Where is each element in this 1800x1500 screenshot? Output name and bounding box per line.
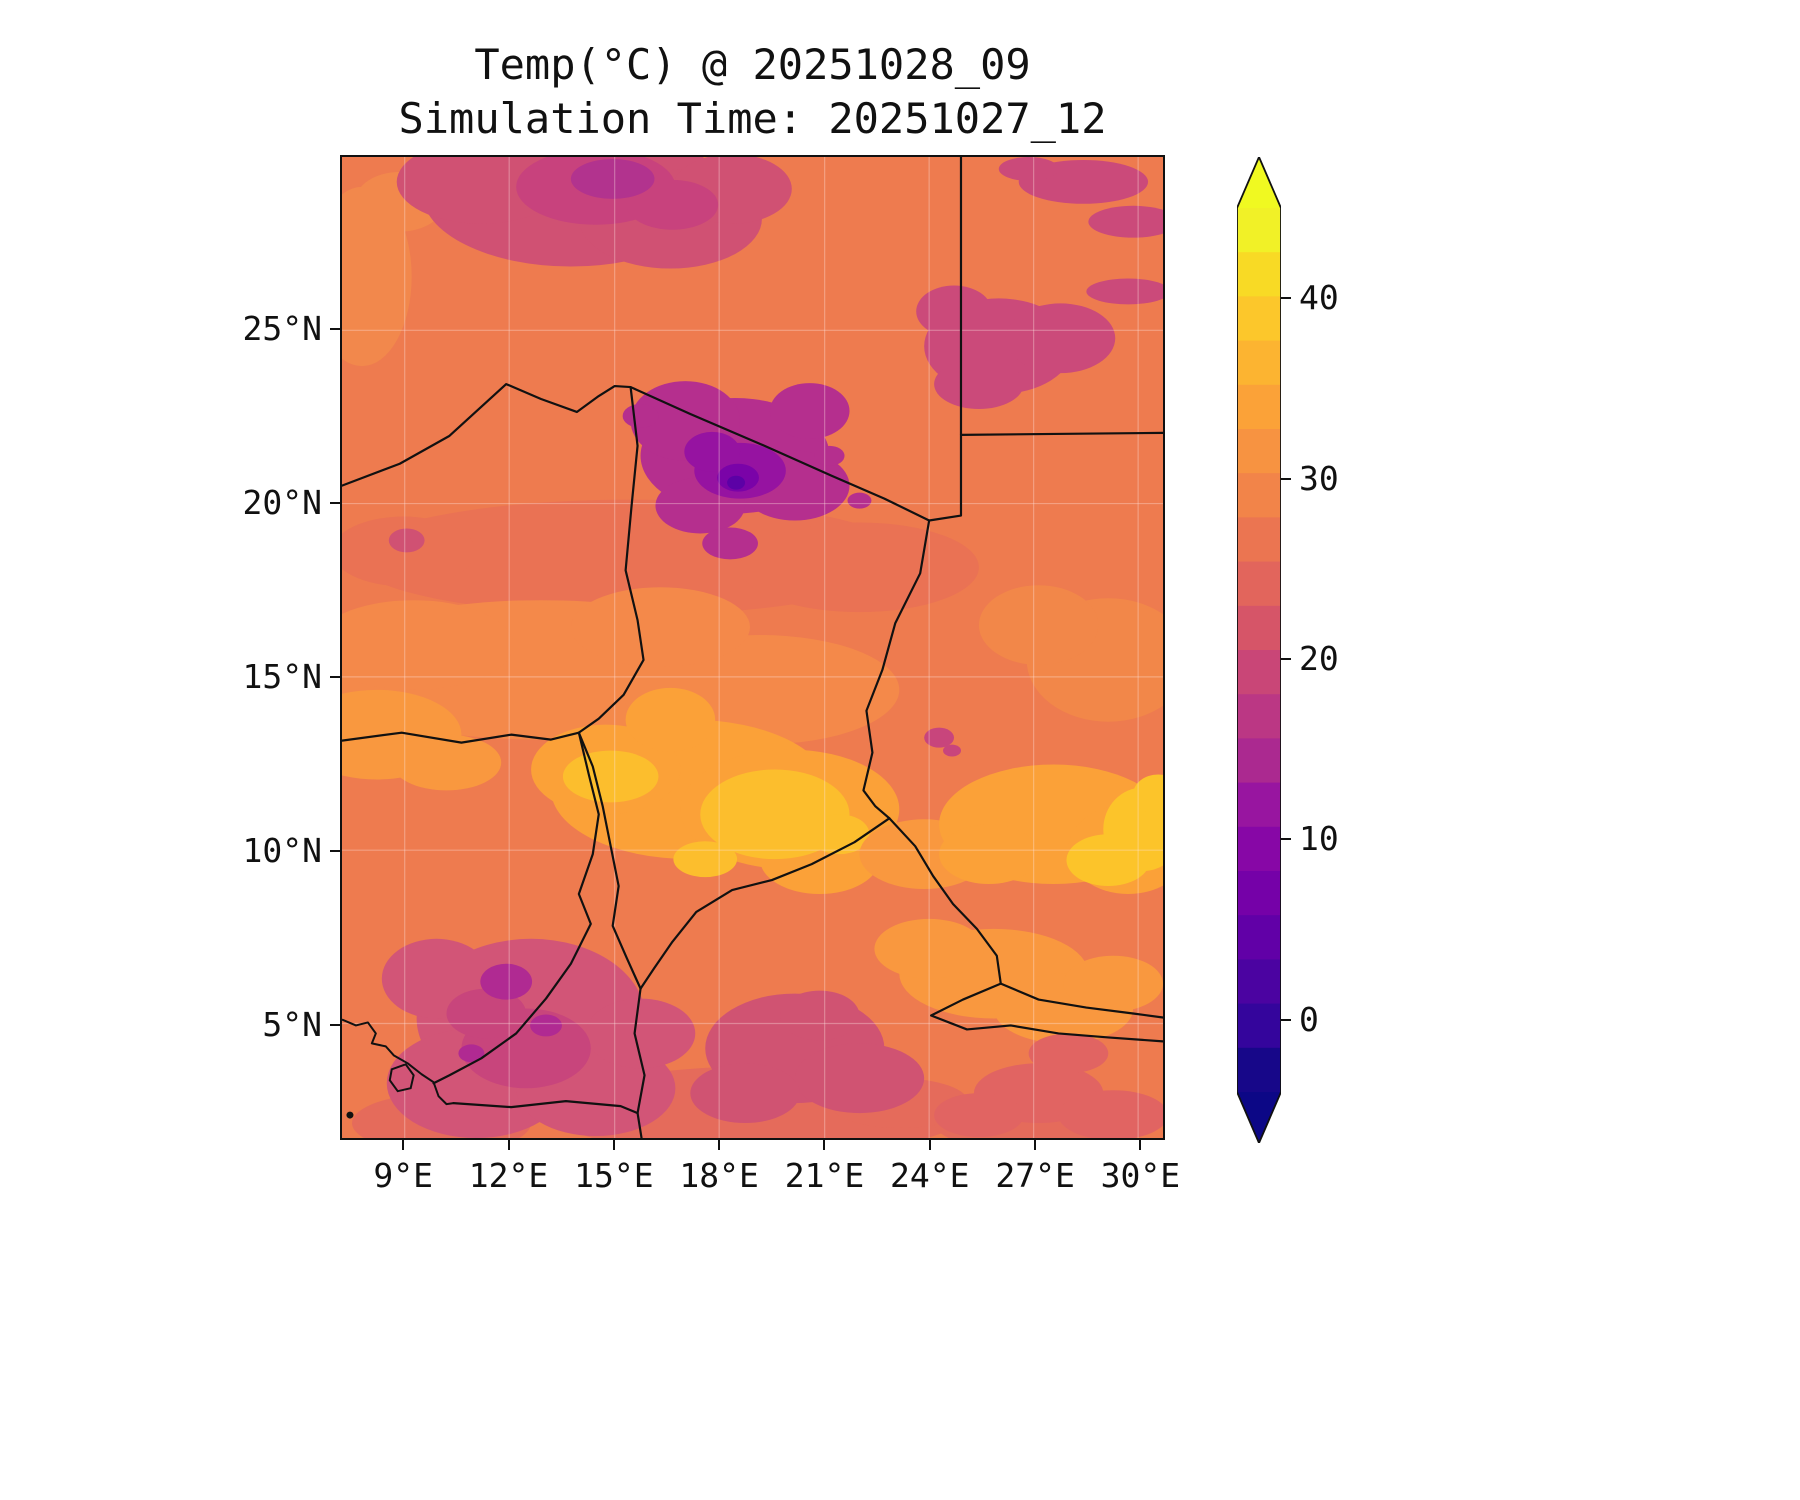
x-tick-mark [507,1140,510,1150]
temp-zone-small-magenta-dot [924,727,961,757]
bioko-island [388,1063,415,1093]
temp-zone-topright-streaks [998,157,1163,305]
y-tick-label: 10°N [242,831,322,871]
y-tick-mark [330,676,340,679]
x-tick-mark [612,1140,615,1150]
border-libya-egypt [928,157,963,522]
x-tick-label: 15°E [574,1156,654,1195]
border-egypt-sudan [959,431,1163,436]
title-block: Temp(°C) @ 20251028_09 Simulation Time: … [240,38,1265,146]
temp-zone-south-magenta [690,990,925,1124]
colorbar-over-arrow [1237,157,1281,208]
x-tick-label: 24°E [890,1156,970,1195]
y-tick-label: 15°N [242,657,322,697]
x-tick-label: 30°E [1100,1156,1181,1195]
temp-zone-left-warm [342,689,502,791]
border-north-diagonal [342,382,931,522]
coastline [342,1018,454,1106]
temp-zone-mountain-cold [622,381,872,560]
temp-zone-small-magenta-west [388,528,425,553]
country-borders [342,157,1163,1138]
y-tick-label: 20°N [242,483,322,523]
x-tick-mark [402,1140,405,1150]
y-tick-label: 25°N [242,309,322,349]
colorbar-tick-label: 30 [1299,458,1339,498]
colorbar-tick-mark [1281,297,1291,300]
x-tick-mark [823,1140,826,1150]
colorbar-tick-label: 10 [1299,819,1339,859]
temp-zone-north-magenta-core [570,158,655,199]
small-island [346,1111,354,1119]
y-tick-mark [330,328,340,331]
chart-title: Temp(°C) @ 20251028_09 [474,40,1031,89]
border-car-sudan [888,817,1163,1019]
x-tick-label: 18°E [679,1156,759,1195]
temp-zone-central-hot-core [562,750,870,878]
temp-zone-east-light [978,585,1163,722]
x-tick-label: 27°E [995,1156,1075,1195]
y-tick-label: 5°N [262,1005,322,1045]
map-axes [340,155,1165,1140]
colorbar-tick-label: 20 [1299,639,1339,679]
chart-subtitle: Simulation Time: 20251027_12 [398,94,1107,143]
border-nigeria-cameroon [432,731,600,1085]
temp-zone-lowright-warm [874,918,1163,1044]
temp-zone-bottomright-pink [934,1033,1163,1138]
temp-zone-right-hot-core [1066,774,1163,887]
x-tick-mark [928,1140,931,1150]
border-car-south [930,982,1163,1043]
x-tick-mark [1034,1140,1037,1150]
border-niger-nigeria [342,731,580,744]
border-cameroon-car [633,987,646,1138]
border-chad-car [639,817,891,990]
border-chad-sudan [862,519,931,820]
colorbar-tick-label: 0 [1299,999,1319,1039]
colorbar-bands [1237,208,1281,1093]
x-tick-mark [718,1140,721,1150]
x-tick-label: 21°E [784,1156,865,1195]
colorbar-tick-mark [1281,658,1291,661]
colorbar-tick-label: 40 [1299,278,1339,318]
border-cameroon-south [452,1100,639,1115]
temp-zone-sw-purple-spots [458,963,562,1063]
border-cameroon-chad [577,731,642,990]
x-tick-label: 9°E [373,1156,433,1195]
colorbar-tick-mark [1281,1018,1291,1021]
y-tick-mark [330,850,340,853]
colorbar [1237,157,1281,1143]
temperature-heatmap [342,157,1163,1138]
x-tick-label: 12°E [468,1156,549,1195]
colorbar-tick-mark [1281,838,1291,841]
border-niger-chad [577,385,645,734]
y-tick-mark [330,1024,340,1027]
y-tick-mark [330,502,340,505]
map-gridlines [342,157,1163,1138]
x-tick-mark [1139,1140,1142,1150]
colorbar-tick-mark [1281,477,1291,480]
colorbar-under-arrow [1237,1092,1281,1143]
